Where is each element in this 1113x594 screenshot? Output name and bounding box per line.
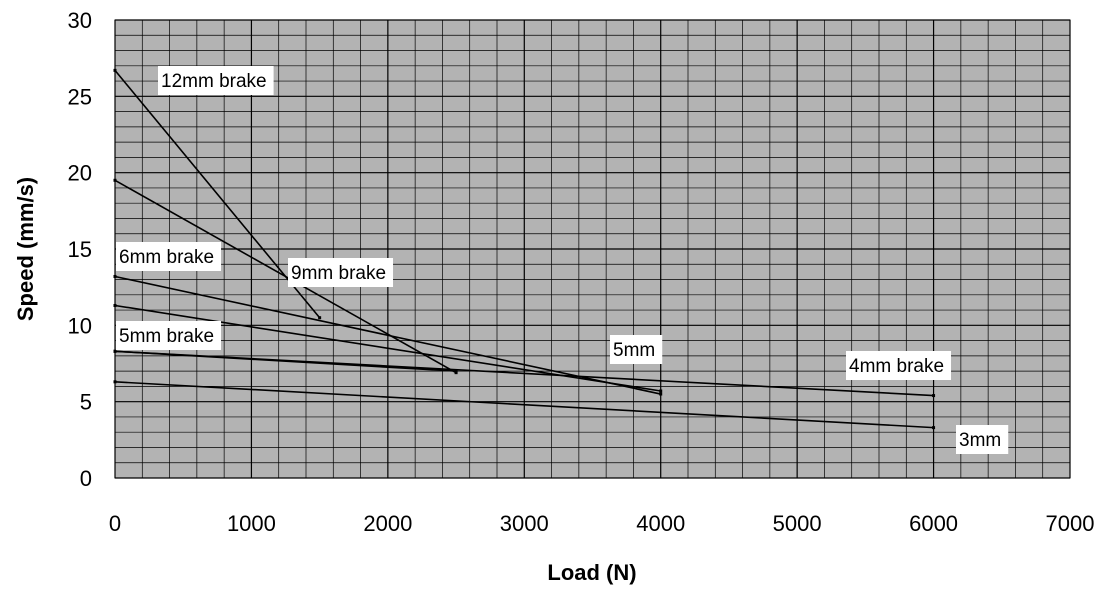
- series-label: 5mm: [610, 335, 663, 364]
- series-label: 5mm brake: [116, 321, 222, 350]
- x-tick-label: 0: [109, 511, 121, 536]
- y-axis-title: Speed (mm/s): [13, 177, 38, 321]
- y-tick-label: 0: [80, 466, 92, 491]
- data-point: [454, 369, 458, 373]
- series-label-box: [116, 321, 222, 350]
- series-line: [114, 350, 934, 397]
- x-tick-label: 2000: [363, 511, 412, 536]
- plot-border: [114, 19, 1071, 479]
- series-label: 12mm brake: [158, 66, 274, 95]
- data-point: [659, 389, 663, 393]
- series-label-text: 6mm brake: [119, 247, 214, 268]
- y-tick-label: 5: [80, 390, 92, 415]
- x-tick-label: 5000: [773, 511, 822, 536]
- series-label: 4mm brake: [846, 351, 952, 380]
- series-line: [114, 179, 457, 374]
- series-label-box: [158, 66, 274, 95]
- x-tick-label: 3000: [500, 511, 549, 536]
- x-axis-title: Load (N): [547, 560, 636, 585]
- series-line: [114, 304, 661, 392]
- data-point: [318, 316, 322, 320]
- data-point: [932, 394, 936, 398]
- series-line: [114, 275, 661, 395]
- series-label-text: 4mm brake: [849, 356, 944, 377]
- series-label-box: [288, 258, 394, 287]
- series-label-text: 12mm brake: [161, 71, 267, 92]
- x-tick-label: 4000: [636, 511, 685, 536]
- y-tick-label: 30: [68, 8, 92, 33]
- x-tick-label: 1000: [227, 511, 276, 536]
- series-label-box: [956, 425, 1009, 454]
- data-point: [454, 371, 458, 375]
- y-tick-label: 25: [68, 84, 92, 109]
- data-point: [659, 392, 663, 396]
- series-label-text: 9mm brake: [291, 263, 386, 284]
- y-tick-label: 15: [68, 237, 92, 262]
- y-tick-label: 20: [68, 161, 92, 186]
- y-tick-labels: 0 5 10 15 20 25 30: [68, 8, 92, 491]
- series-label-text: 5mm: [613, 340, 655, 361]
- x-tick-label: 7000: [1046, 511, 1095, 536]
- data-point: [932, 426, 936, 430]
- series-label: 3mm: [956, 425, 1009, 454]
- series-labels: 12mm brake 9mm brake 6mm brake 5mm 5mm brake…: [116, 66, 1009, 454]
- series-label-box: [116, 242, 222, 271]
- x-tick-label: 6000: [909, 511, 958, 536]
- y-tick-label: 10: [68, 313, 92, 338]
- series-line: [114, 381, 934, 429]
- x-tick-labels: 0 1000 2000 3000 4000 5000 6000 7000: [109, 511, 1095, 536]
- series-label-box: [610, 335, 663, 364]
- series-label: 9mm brake: [288, 258, 394, 287]
- series-label-box: [846, 351, 952, 380]
- series-label: 6mm brake: [116, 242, 222, 271]
- series-label-text: 5mm brake: [119, 326, 214, 347]
- series-label-text: 3mm: [959, 430, 1001, 451]
